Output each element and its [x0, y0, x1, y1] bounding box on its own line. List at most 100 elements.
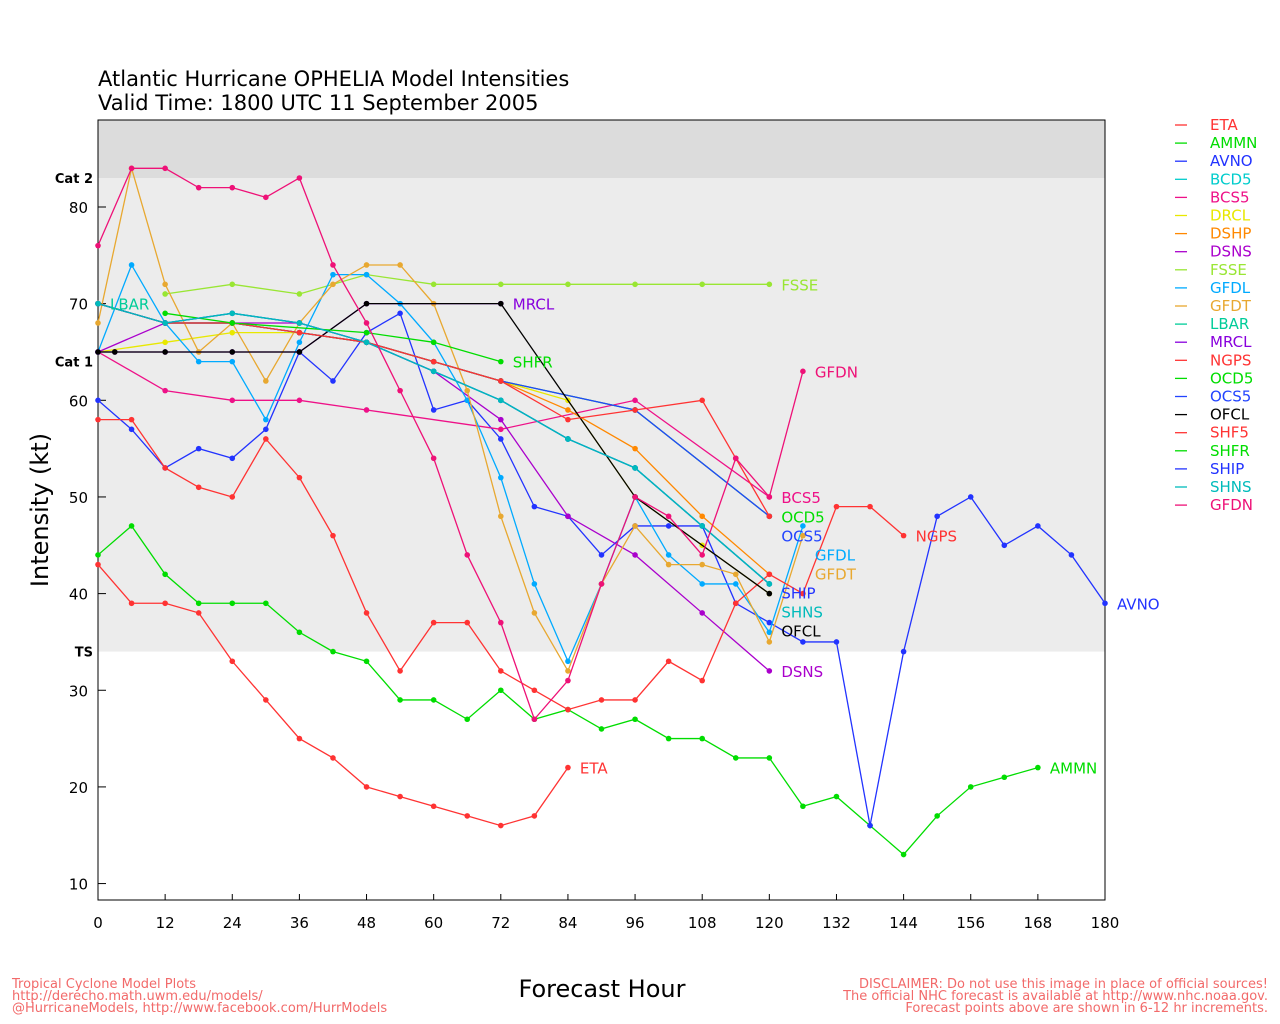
data-point-gfdn [766, 494, 773, 500]
intensity-bands: TS Cat 1 Cat 2 [55, 120, 1105, 661]
data-point-fsse [162, 291, 168, 297]
data-point-ammn [330, 648, 336, 655]
data-point-bcs5 [229, 397, 236, 404]
x-tick-label: 24 [223, 914, 242, 932]
data-point-ammn [900, 851, 907, 858]
x-axis-label: Forecast Hour [519, 975, 686, 1003]
data-point-gfdt [665, 561, 672, 568]
data-point-ammn [1035, 764, 1041, 771]
data-point-avno [330, 378, 336, 384]
data-point-ngps [732, 600, 739, 607]
data-point-gfdn [565, 677, 571, 684]
data-point-ammn [195, 600, 202, 607]
y-tick-label: 80 [69, 199, 88, 217]
data-point-ammn [95, 552, 101, 558]
data-point-gfdt [800, 532, 806, 539]
series-label-lbar: LBAR [110, 296, 149, 314]
series-label-avno: AVNO [1117, 595, 1160, 613]
data-point-avno [900, 648, 907, 655]
data-point-shf5 [498, 378, 504, 384]
data-point-shns [296, 320, 303, 326]
legend-entry: OFCL [1210, 406, 1250, 424]
data-point-gfdt [263, 378, 269, 384]
data-point-gfdn [229, 184, 236, 191]
data-point-eta [296, 735, 303, 742]
x-tick-label: 48 [357, 914, 376, 932]
data-point-avno [229, 455, 236, 462]
data-point-ngps [95, 416, 101, 423]
legend-entry: ETA [1210, 116, 1238, 134]
data-point-gfdt [632, 523, 638, 529]
data-point-shns [766, 581, 773, 587]
data-point-ammn [766, 755, 773, 761]
footer-right-2: The official NHC forecast is available a… [842, 989, 1268, 1004]
footer-left-3: @HurricaneModels, http://www.facebook.co… [12, 1001, 387, 1016]
data-point-eta [162, 600, 168, 607]
data-point-gfdn [95, 242, 101, 249]
band-major-hurricane [98, 120, 1105, 178]
data-point-shns [162, 320, 168, 326]
data-point-avno [598, 552, 605, 558]
data-point-ammn [498, 687, 504, 694]
data-point-avno [263, 426, 269, 433]
data-point-fsse [229, 281, 236, 288]
data-point-ammn [598, 726, 605, 732]
data-point-ngps [632, 697, 638, 703]
data-point-dsns [498, 416, 504, 423]
data-point-gfdl [498, 474, 504, 481]
series-line-gfdn [97, 167, 804, 721]
data-point-fsse [632, 281, 638, 288]
data-point-ammn [934, 813, 940, 819]
data-point-fsse [296, 291, 303, 297]
x-tick-label: 108 [688, 914, 717, 932]
data-point-gfdl [800, 523, 806, 529]
data-point-ammn [464, 716, 471, 723]
data-point-gfdt [766, 639, 773, 645]
data-point-gfdn [430, 455, 437, 462]
y-tick-label: 40 [69, 586, 88, 604]
data-point-gfdt [330, 281, 336, 288]
x-tick-label: 96 [626, 914, 645, 932]
series-label-ofcl: OFCL [781, 622, 821, 640]
data-point-gfdn [128, 165, 135, 172]
data-point-eta [229, 658, 236, 665]
data-point-gfdn [195, 184, 202, 191]
data-point-gfdn [296, 175, 303, 181]
data-point-gfdt [363, 262, 370, 268]
legend-entry: DSNS [1210, 243, 1252, 261]
legend-entry: DRCL [1210, 207, 1251, 225]
data-point-shns [699, 523, 705, 529]
legend-entry: LBAR [1210, 315, 1249, 333]
data-point-gfdl [330, 271, 336, 278]
data-point-dsns [632, 552, 638, 558]
data-point-fsse [699, 281, 705, 288]
chart-title: Atlantic Hurricane OPHELIA Model Intensi… [98, 67, 569, 91]
x-tick-label: 144 [889, 914, 918, 932]
legend-entry: AMMN [1210, 134, 1257, 152]
data-point-fsse [498, 281, 504, 288]
data-point-shns [632, 465, 638, 471]
series-label-shns: SHNS [781, 603, 823, 621]
data-point-bcs5 [498, 426, 504, 433]
data-point-gfdn [363, 320, 370, 326]
data-point-shns [95, 300, 101, 307]
data-point-eta [330, 755, 336, 761]
series-label-ocs5: OCS5 [781, 527, 822, 545]
x-tick-label: 132 [822, 914, 851, 932]
data-point-dshp [699, 513, 705, 520]
data-point-gfdl [665, 552, 672, 558]
data-point-shns [498, 397, 504, 404]
data-point-fsse [430, 281, 437, 288]
y-tick-label: 10 [69, 876, 88, 894]
x-tick-label: 0 [93, 914, 103, 932]
data-point-gfdn [699, 552, 705, 558]
x-tick-label: 84 [558, 914, 577, 932]
legend-entry: SHNS [1210, 478, 1252, 496]
data-point-ngps [565, 706, 571, 713]
y-tick-label: 20 [69, 779, 88, 797]
data-point-avno [1068, 552, 1075, 558]
data-point-gfdl [565, 658, 571, 665]
data-point-avno [95, 397, 101, 404]
data-point-ammn [229, 600, 236, 607]
